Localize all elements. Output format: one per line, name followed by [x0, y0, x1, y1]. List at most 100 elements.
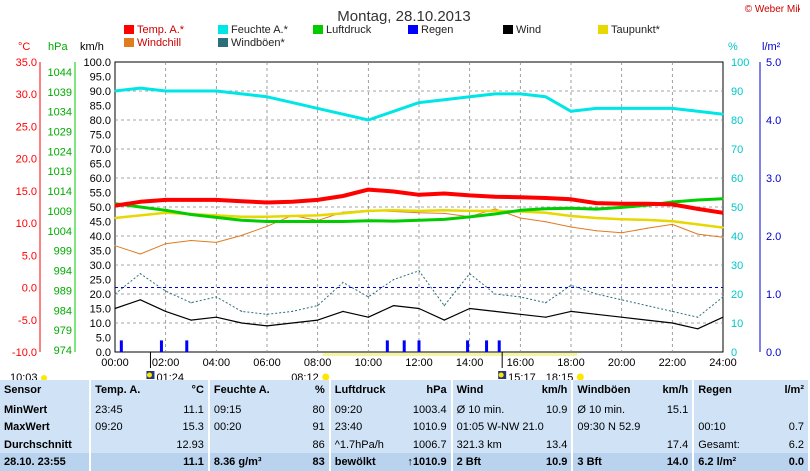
stats-cell-note: 8.36 g/m³: [213, 456, 262, 469]
legend-swatch: [503, 25, 513, 34]
series-point: [722, 316, 724, 318]
unit-humidity: %: [728, 41, 738, 53]
wind-tick-label: 15.0: [90, 304, 111, 316]
stats-header-cell: Wind km/h: [451, 380, 574, 401]
series-point: [139, 87, 141, 89]
series-point: [443, 209, 445, 211]
series-point: [443, 212, 445, 215]
series-point: [165, 209, 167, 211]
series-point: [241, 322, 243, 324]
wind-tick-label: 10.0: [90, 318, 111, 330]
stats-cell: 00:10 0.7: [693, 418, 810, 436]
stats-cell: 8.36 g/m³ 83: [208, 453, 331, 471]
legend-label: Wind: [516, 24, 541, 36]
humidity-tick-label: 0: [731, 347, 737, 359]
series-point: [165, 290, 167, 292]
series-point: [545, 208, 547, 210]
time-tick-label: 06:00: [253, 357, 281, 369]
stats-cell-note: Gesamt:: [698, 438, 740, 451]
series-point: [469, 216, 471, 218]
series-point: [114, 307, 116, 310]
series-point: [494, 213, 496, 215]
stats-cell: 321.3 km 13.4: [451, 435, 574, 454]
series-point: [139, 299, 141, 301]
series-point: [545, 302, 547, 304]
series-point: [595, 313, 597, 315]
series-point: [215, 241, 217, 244]
pressure-tick-label: 994: [54, 266, 72, 278]
stats-header-name: Sensor: [4, 384, 42, 397]
stats-cell: 00:20 91: [208, 418, 331, 436]
humidity-tick-label: 20: [731, 289, 743, 301]
stats-cell-note: 00:20: [213, 421, 242, 434]
series-point: [190, 199, 192, 201]
pressure-tick-label: 1034: [48, 107, 72, 119]
stats-cell-note: 2 Bft: [456, 456, 482, 469]
series-point: [443, 99, 445, 101]
time-tick-label: 10:00: [355, 357, 383, 369]
series-point: [697, 199, 699, 201]
series-point: [241, 310, 243, 312]
stats-cell-value: 15.1: [666, 403, 689, 416]
series-point: [342, 281, 344, 283]
stats-table: Sensor Temp. A. °C Feuchte A.% Luftdruck hPa W…: [0, 380, 810, 471]
wind-tick-label: 50.0: [90, 202, 111, 214]
stats-row-label-text: MinWert: [4, 403, 48, 416]
series-point: [367, 210, 369, 212]
stats-cell-value: ↑1010.9: [407, 456, 447, 469]
moonrise-label: 01:24: [156, 372, 184, 380]
stats-cell-value: 6.2: [788, 438, 804, 451]
stats-cell-value: 80: [312, 403, 325, 416]
time-tick-label: 00:00: [101, 357, 129, 369]
series-point: [165, 310, 167, 312]
series-point: [570, 110, 572, 112]
stats-cell: 09:20 15.3: [90, 418, 210, 436]
series-point: [342, 195, 344, 197]
stats-cell: 09:20 1003.4: [329, 400, 453, 419]
series-point: [443, 192, 445, 195]
series-point: [494, 93, 496, 95]
stats-cell-note: 321.3 km: [456, 438, 502, 451]
stats-cell: 17.4: [572, 435, 695, 454]
stats-cell-note: 6.2 l/m²: [698, 456, 737, 469]
chart-legend: Temp. A.* Feuchte A.* Luftdruck Regen Wind Ta…: [124, 24, 661, 49]
moon-extra-icon: [41, 375, 47, 380]
sunset-label: 18:15: [546, 372, 574, 380]
temp-tick-label: 20.0: [16, 154, 37, 166]
pressure-tick-label: 1009: [48, 206, 72, 218]
series-point: [494, 293, 496, 295]
series-point: [266, 220, 268, 223]
wind-tick-label: 85.0: [90, 101, 111, 113]
series-point: [342, 310, 344, 312]
series-point: [697, 316, 699, 318]
stats-row-label: Durchschnitt: [0, 435, 92, 454]
stats-cell-value: 1006.7: [412, 438, 447, 451]
series-point: [291, 310, 293, 312]
wind-tick-label: 60.0: [90, 173, 111, 185]
stats-cell: Gesamt: 6.2: [693, 435, 810, 454]
series-point: [418, 210, 420, 212]
temp-tick-label: 30.0: [16, 89, 37, 101]
rain-bars: [119, 340, 501, 352]
series-point: [291, 322, 293, 324]
series-point: [621, 203, 623, 205]
stats-cell: ^1.7hPa/h 1006.7: [329, 435, 453, 454]
series-point: [519, 313, 521, 315]
unit-pressure: hPa: [48, 41, 68, 53]
series-point: [215, 214, 217, 216]
series-point: [570, 284, 572, 286]
series-point: [697, 233, 699, 235]
stats-cell-note: 3 Bft: [577, 456, 602, 469]
series-point: [291, 215, 293, 217]
stats-cell-note: 23:40: [334, 421, 363, 434]
series-point: [342, 220, 344, 223]
stats-row: Durchschnitt 12.93 86 ^1.7hPa/h 1006.7 321.3 …: [0, 435, 810, 454]
series-point: [165, 199, 167, 201]
series-point: [621, 107, 623, 109]
humidity-tick-label: 10: [731, 318, 743, 330]
humidity-tick-label: 50: [731, 202, 743, 214]
rain-tick-label: 4.0: [766, 115, 781, 127]
series-point: [671, 310, 673, 312]
stats-cell-value: 11.1: [183, 403, 204, 416]
stats-header-name: Windböen: [577, 384, 631, 397]
